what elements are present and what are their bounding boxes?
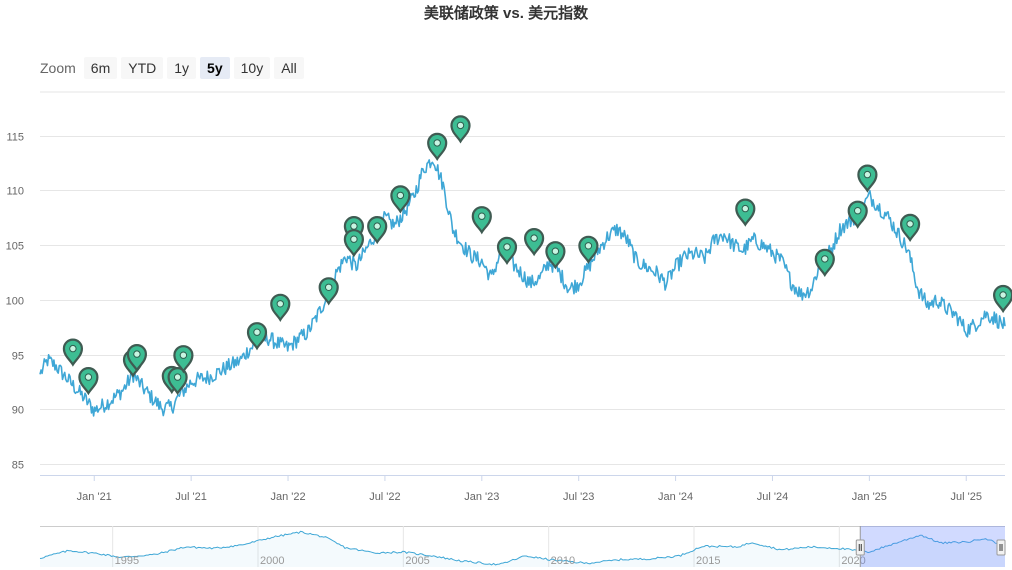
y-tick-label: 85 (12, 460, 24, 472)
zoom-1y-button[interactable]: 1y (167, 57, 197, 79)
flag-marker[interactable] (523, 228, 545, 257)
navigator-background (40, 526, 1005, 567)
navigator-year-label: 2015 (696, 555, 720, 567)
flag-marker[interactable] (62, 338, 84, 367)
y-tick-label: 95 (12, 351, 24, 363)
flag-marker[interactable] (343, 229, 364, 258)
x-tick-label: Jan '24 (658, 491, 693, 503)
navigator-year-label: 2000 (260, 555, 284, 567)
flag-marker[interactable] (496, 236, 518, 266)
flag-marker[interactable] (450, 115, 471, 144)
navigator-year-label: 2005 (405, 555, 429, 567)
flag-marker[interactable] (814, 248, 835, 278)
x-tick-label: Jul '21 (175, 491, 206, 503)
flag-marker[interactable] (126, 344, 147, 373)
zoom-5y-button[interactable]: 5y (200, 57, 230, 79)
flag-marker[interactable] (735, 198, 756, 227)
y-tick-label: 100 (6, 296, 24, 308)
navigator-series-line (39, 530, 1006, 566)
series-line-dollar-index (39, 159, 1006, 417)
flag-marker[interactable] (246, 322, 268, 351)
navigator-selected-range[interactable] (860, 526, 1005, 567)
zoom-6m-button[interactable]: 6m (83, 57, 118, 79)
flag-marker[interactable] (167, 367, 188, 396)
flag-marker[interactable] (578, 235, 599, 264)
x-tick-label: Jan '23 (464, 491, 499, 503)
navigator-year-label: 2020 (841, 555, 865, 567)
flag-marker[interactable] (390, 185, 411, 214)
gridlines (40, 91, 1005, 465)
y-tick-label: 115 (6, 132, 24, 144)
x-tick-label: Jul '25 (951, 491, 982, 503)
flag-marker[interactable] (173, 345, 194, 374)
zoom-label: Zoom (40, 60, 76, 76)
series-layer (39, 159, 1006, 417)
flag-marker[interactable] (367, 216, 388, 245)
flag-marker[interactable] (847, 200, 868, 229)
y-tick-label: 105 (6, 241, 24, 253)
flag-marker[interactable] (545, 241, 566, 270)
flag-marker[interactable] (343, 216, 364, 245)
navigator-left-handle[interactable] (855, 539, 865, 556)
flag-marker[interactable] (318, 277, 339, 306)
navigator-right-handle[interactable] (996, 539, 1006, 556)
navigator: 1995 2000 2005 2010 2015 2020 (39, 526, 1006, 567)
x-tick-label: Jul '22 (369, 491, 400, 503)
flag-marker[interactable] (78, 367, 99, 396)
y-tick-label: 90 (12, 405, 24, 417)
x-tick-label: Jan '25 (852, 491, 887, 503)
flag-marker[interactable] (899, 213, 921, 243)
chart-title: 美联储政策 vs. 美元指数 (423, 5, 589, 22)
zoom-ytd-button[interactable]: YTD (121, 57, 164, 79)
navigator-year-label: 1995 (115, 555, 139, 567)
flag-layer (62, 115, 1012, 396)
flag-marker[interactable] (471, 206, 492, 235)
zoom-10y-button[interactable]: 10y (233, 57, 271, 79)
x-tick-label: Jan '21 (77, 491, 112, 503)
flag-marker[interactable] (161, 365, 182, 395)
y-tick-label: 110 (6, 186, 24, 198)
y-axis: 85 90 95 100 105 110 115 (6, 132, 24, 472)
x-tick-label: Jan '22 (270, 491, 305, 503)
flag-marker[interactable] (857, 164, 878, 193)
flag-marker[interactable] (122, 349, 144, 378)
navigator-year-label: 2010 (551, 555, 575, 567)
flag-marker[interactable] (992, 284, 1012, 314)
navigator-series-area (40, 531, 1005, 567)
x-axis: Jan '21 Jul '21 Jan '22 Jul '22 Jan '23 Jul '… (40, 475, 1005, 503)
x-tick-label: Jul '23 (563, 491, 594, 503)
zoom-all-button[interactable]: All (274, 57, 304, 79)
zoom-bar: Zoom 6m YTD 1y 5y 10y All (40, 57, 304, 79)
flag-marker[interactable] (270, 293, 291, 322)
x-tick-label: Jul '24 (757, 491, 788, 503)
flag-marker[interactable] (427, 132, 448, 162)
